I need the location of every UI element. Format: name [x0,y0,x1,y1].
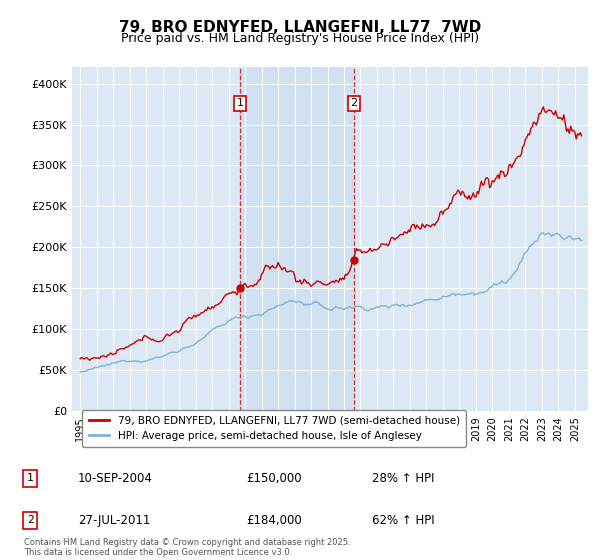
Text: 1: 1 [26,473,34,483]
Text: £184,000: £184,000 [246,514,302,527]
Text: 62% ↑ HPI: 62% ↑ HPI [372,514,434,527]
Text: £150,000: £150,000 [246,472,302,485]
Text: 2: 2 [26,515,34,525]
Bar [240,67,354,411]
Text: 28% ↑ HPI: 28% ↑ HPI [372,472,434,485]
Text: Price paid vs. HM Land Registry's House Price Index (HPI): Price paid vs. HM Land Registry's House … [121,32,479,45]
Text: 1: 1 [236,99,244,108]
Text: Contains HM Land Registry data © Crown copyright and database right 2025.
This d: Contains HM Land Registry data © Crown c… [24,538,350,557]
Text: 27-JUL-2011: 27-JUL-2011 [78,514,151,527]
Legend: 79, BRO EDNYFED, LLANGEFNI, LL77 7WD (semi-detached house), HPI: Average price, : 79, BRO EDNYFED, LLANGEFNI, LL77 7WD (se… [82,409,466,447]
Text: 10-SEP-2004: 10-SEP-2004 [78,472,153,485]
Text: 2: 2 [350,99,358,108]
Text: 79, BRO EDNYFED, LLANGEFNI, LL77  7WD: 79, BRO EDNYFED, LLANGEFNI, LL77 7WD [119,20,481,35]
